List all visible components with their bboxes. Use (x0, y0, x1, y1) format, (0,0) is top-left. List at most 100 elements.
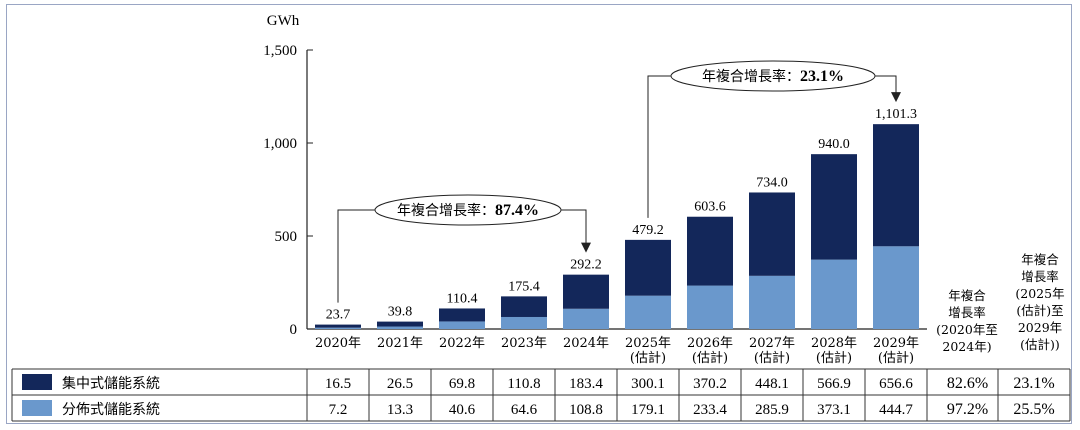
table-cell: 16.5 (325, 376, 351, 392)
table-cell: 448.1 (755, 376, 789, 392)
table-cell: 566.9 (817, 376, 851, 392)
total-value-label: 940.0 (818, 137, 850, 152)
bar-distributed (873, 246, 919, 329)
cagr-callout-ellipse (670, 60, 876, 92)
bar-centralized (377, 321, 423, 327)
table-cell: 64.6 (511, 402, 538, 418)
x-tick-label: 2028年 (811, 336, 857, 351)
y-tick-label: 1,000 (263, 136, 297, 152)
cagr-column-header: 年複合 (948, 288, 986, 303)
cagr-callout-text: 年複合增長率：87.4% (397, 202, 539, 219)
legend-label: 集中式儲能系統 (62, 375, 160, 392)
cagr-column-header: 年複合 (1021, 252, 1059, 267)
table-cagr-cell: 23.1% (1013, 375, 1054, 392)
cagr-column-header: (2025年 (1015, 286, 1064, 301)
x-tick-label: 2029年 (873, 336, 919, 351)
x-tick-sublabel: (估計) (692, 350, 728, 366)
table-cagr-cell: 25.5% (1013, 401, 1054, 418)
x-tick-sublabel: (估計) (878, 350, 914, 366)
table-cell: 444.7 (879, 402, 913, 418)
table-cagr-cell: 82.6% (947, 375, 988, 392)
total-value-label: 479.2 (632, 223, 664, 238)
cagr-column-header: 增長率 (1021, 269, 1059, 284)
table-cell: 179.1 (631, 402, 665, 418)
x-tick-label: 2022年 (439, 336, 485, 351)
y-tick-label: 0 (290, 322, 298, 338)
table-cell: 370.2 (693, 376, 727, 392)
table-cell: 26.5 (387, 376, 413, 392)
table-cell: 300.1 (631, 376, 665, 392)
x-tick-label: 2023年 (501, 336, 547, 351)
bar-distributed (811, 259, 857, 329)
bar-distributed (439, 321, 485, 329)
legend-swatch (22, 374, 52, 390)
cagr-column-header: (估計)) (1020, 337, 1060, 352)
bar-centralized (749, 192, 795, 276)
table-cell: 7.2 (329, 402, 348, 418)
y-tick-label: 500 (275, 229, 298, 245)
table-cell: 13.3 (387, 402, 413, 418)
cagr-arrowhead (581, 242, 591, 253)
total-value-label: 110.4 (447, 291, 478, 306)
bar-centralized (315, 324, 361, 328)
chart-frame (6, 4, 1072, 424)
x-tick-sublabel: (估計) (754, 350, 790, 366)
cagr-column-header: 2024年) (942, 339, 991, 354)
x-tick-sublabel: (估計) (816, 350, 852, 366)
table-cell: 69.8 (449, 376, 475, 392)
table-cell: 183.4 (569, 376, 603, 392)
table-cagr-cell: 97.2% (947, 401, 988, 418)
legend-swatch (22, 400, 52, 416)
cagr-callout-prefix: 年複合增長率： (702, 68, 800, 85)
x-tick-sublabel: (估計) (630, 350, 666, 366)
bar-distributed (749, 275, 795, 329)
total-value-label: 603.6 (694, 200, 726, 215)
x-tick-label: 2024年 (563, 336, 609, 351)
bar-centralized (687, 216, 733, 286)
table-cell: 373.1 (817, 402, 851, 418)
bar-centralized (563, 274, 609, 309)
table-cell: 40.6 (449, 402, 476, 418)
table-cell: 285.9 (755, 402, 789, 418)
total-value-label: 175.4 (508, 279, 540, 294)
cagr-column-header: 2029年 (1018, 320, 1062, 335)
table-cell: 656.6 (879, 376, 913, 392)
cagr-arrowhead (891, 92, 901, 103)
bar-distributed (625, 295, 671, 329)
legend-label: 分佈式儲能系統 (62, 401, 160, 418)
bar-centralized (439, 308, 485, 322)
cagr-callout-value: 23.1% (800, 68, 844, 85)
cagr-callout-prefix: 年複合增長率： (397, 202, 495, 219)
cagr-callout-value: 87.4% (495, 202, 539, 219)
bar-centralized (501, 296, 547, 317)
cagr-callout-text: 年複合增長率：23.1% (702, 68, 844, 85)
total-value-label: 292.2 (570, 258, 602, 273)
bar-distributed (563, 308, 609, 329)
bar-centralized (811, 154, 857, 260)
bar-distributed (501, 316, 547, 329)
y-tick-label: 1,500 (263, 43, 297, 59)
cagr-callout-ellipse (374, 194, 562, 226)
total-value-label: 1,101.3 (875, 107, 917, 122)
cagr-column-header: 增長率 (948, 305, 986, 320)
y-axis-unit: GWh (267, 13, 300, 29)
bar-distributed (377, 326, 423, 329)
x-tick-label: 2027年 (749, 336, 795, 351)
bar-centralized (625, 239, 671, 296)
x-tick-label: 2021年 (377, 336, 423, 351)
total-value-label: 23.7 (326, 308, 351, 323)
bar-distributed (315, 327, 361, 329)
cagr-column-header: (估計)至 (1016, 303, 1063, 318)
x-tick-label: 2025年 (625, 336, 671, 351)
table-cell: 233.4 (693, 402, 727, 418)
x-tick-label: 2026年 (687, 336, 733, 351)
bar-distributed (687, 285, 733, 329)
cagr-column-header: (2020年至 (936, 322, 998, 337)
table-cell: 110.8 (507, 376, 540, 392)
total-value-label: 39.8 (388, 305, 413, 320)
x-tick-label: 2020年 (315, 336, 361, 351)
total-value-label: 734.0 (756, 175, 788, 190)
bar-centralized (873, 124, 919, 247)
table-cell: 108.8 (569, 402, 603, 418)
